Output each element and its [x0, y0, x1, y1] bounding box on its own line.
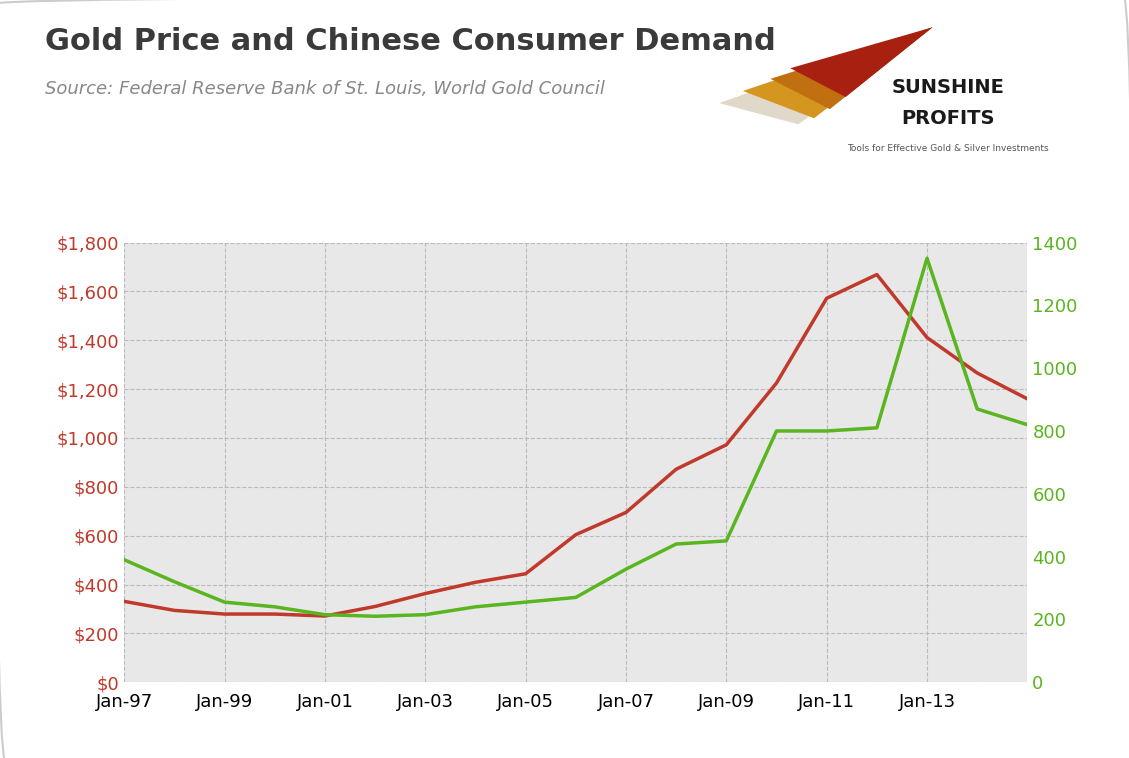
Polygon shape: [770, 27, 933, 109]
Polygon shape: [743, 27, 933, 118]
Text: Tools for Effective Gold & Silver Investments: Tools for Effective Gold & Silver Invest…: [848, 144, 1049, 153]
Polygon shape: [790, 27, 933, 97]
Text: Source: Federal Reserve Bank of St. Louis, World Gold Council: Source: Federal Reserve Bank of St. Loui…: [45, 80, 605, 98]
Text: Gold Price and Chinese Consumer Demand: Gold Price and Chinese Consumer Demand: [45, 27, 776, 55]
Text: PROFITS: PROFITS: [902, 108, 995, 128]
Text: SUNSHINE: SUNSHINE: [892, 78, 1005, 98]
Polygon shape: [719, 27, 933, 124]
